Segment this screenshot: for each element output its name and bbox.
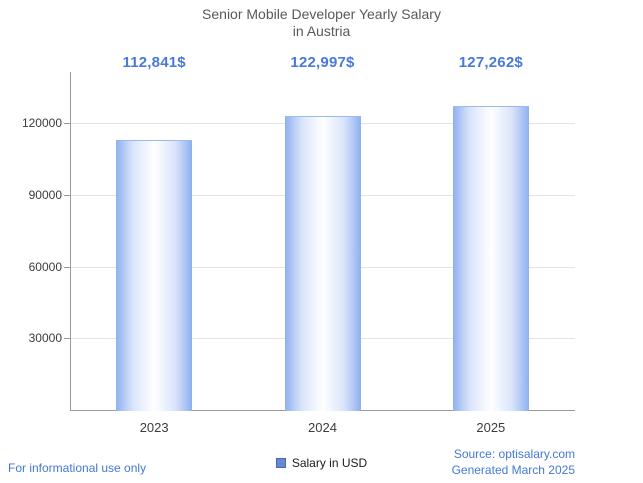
y-axis-tick: [64, 266, 70, 268]
y-axis-tick: [64, 123, 70, 124]
legend-swatch-icon: [275, 458, 286, 468]
x-axis-category-label: 2024: [308, 420, 337, 435]
legend: Salary in USD: [0, 456, 643, 470]
y-axis-tick-label: 90000: [28, 187, 62, 202]
y-axis-line: [70, 72, 71, 410]
y-axis-tick-label: 120000: [21, 116, 62, 130]
x-axis-category-label: 2025: [476, 420, 506, 435]
y-axis-tick-label: 60000: [28, 259, 62, 274]
bar-value-label: 122,997$: [290, 54, 355, 71]
source-block: Source: optisalary.com Generated March 2…: [452, 446, 575, 478]
x-axis-category-label: 2023: [139, 420, 169, 435]
chart-title: Senior Mobile Developer Yearly Salary in…: [0, 6, 643, 40]
bar-2024[interactable]: [284, 116, 361, 411]
y-axis-tick: [64, 338, 70, 340]
bar-2023[interactable]: [116, 140, 193, 411]
bar-value-label: 127,262$: [458, 54, 523, 71]
y-axis-tick: [64, 194, 70, 196]
chart-title-line2: in Austria: [292, 23, 351, 39]
legend-label: Salary in USD: [291, 456, 368, 470]
bar-2025[interactable]: [452, 106, 529, 411]
disclaimer-text: For informational use only: [8, 461, 147, 475]
bar-value-label: 112,841$: [122, 54, 186, 71]
chart-title-line1: Senior Mobile Developer Yearly Salary: [202, 6, 441, 22]
y-axis-tick-label: 30000: [28, 331, 62, 346]
generated-text: Generated March 2025: [451, 463, 575, 477]
source-link[interactable]: Source: optisalary.com: [453, 447, 575, 461]
